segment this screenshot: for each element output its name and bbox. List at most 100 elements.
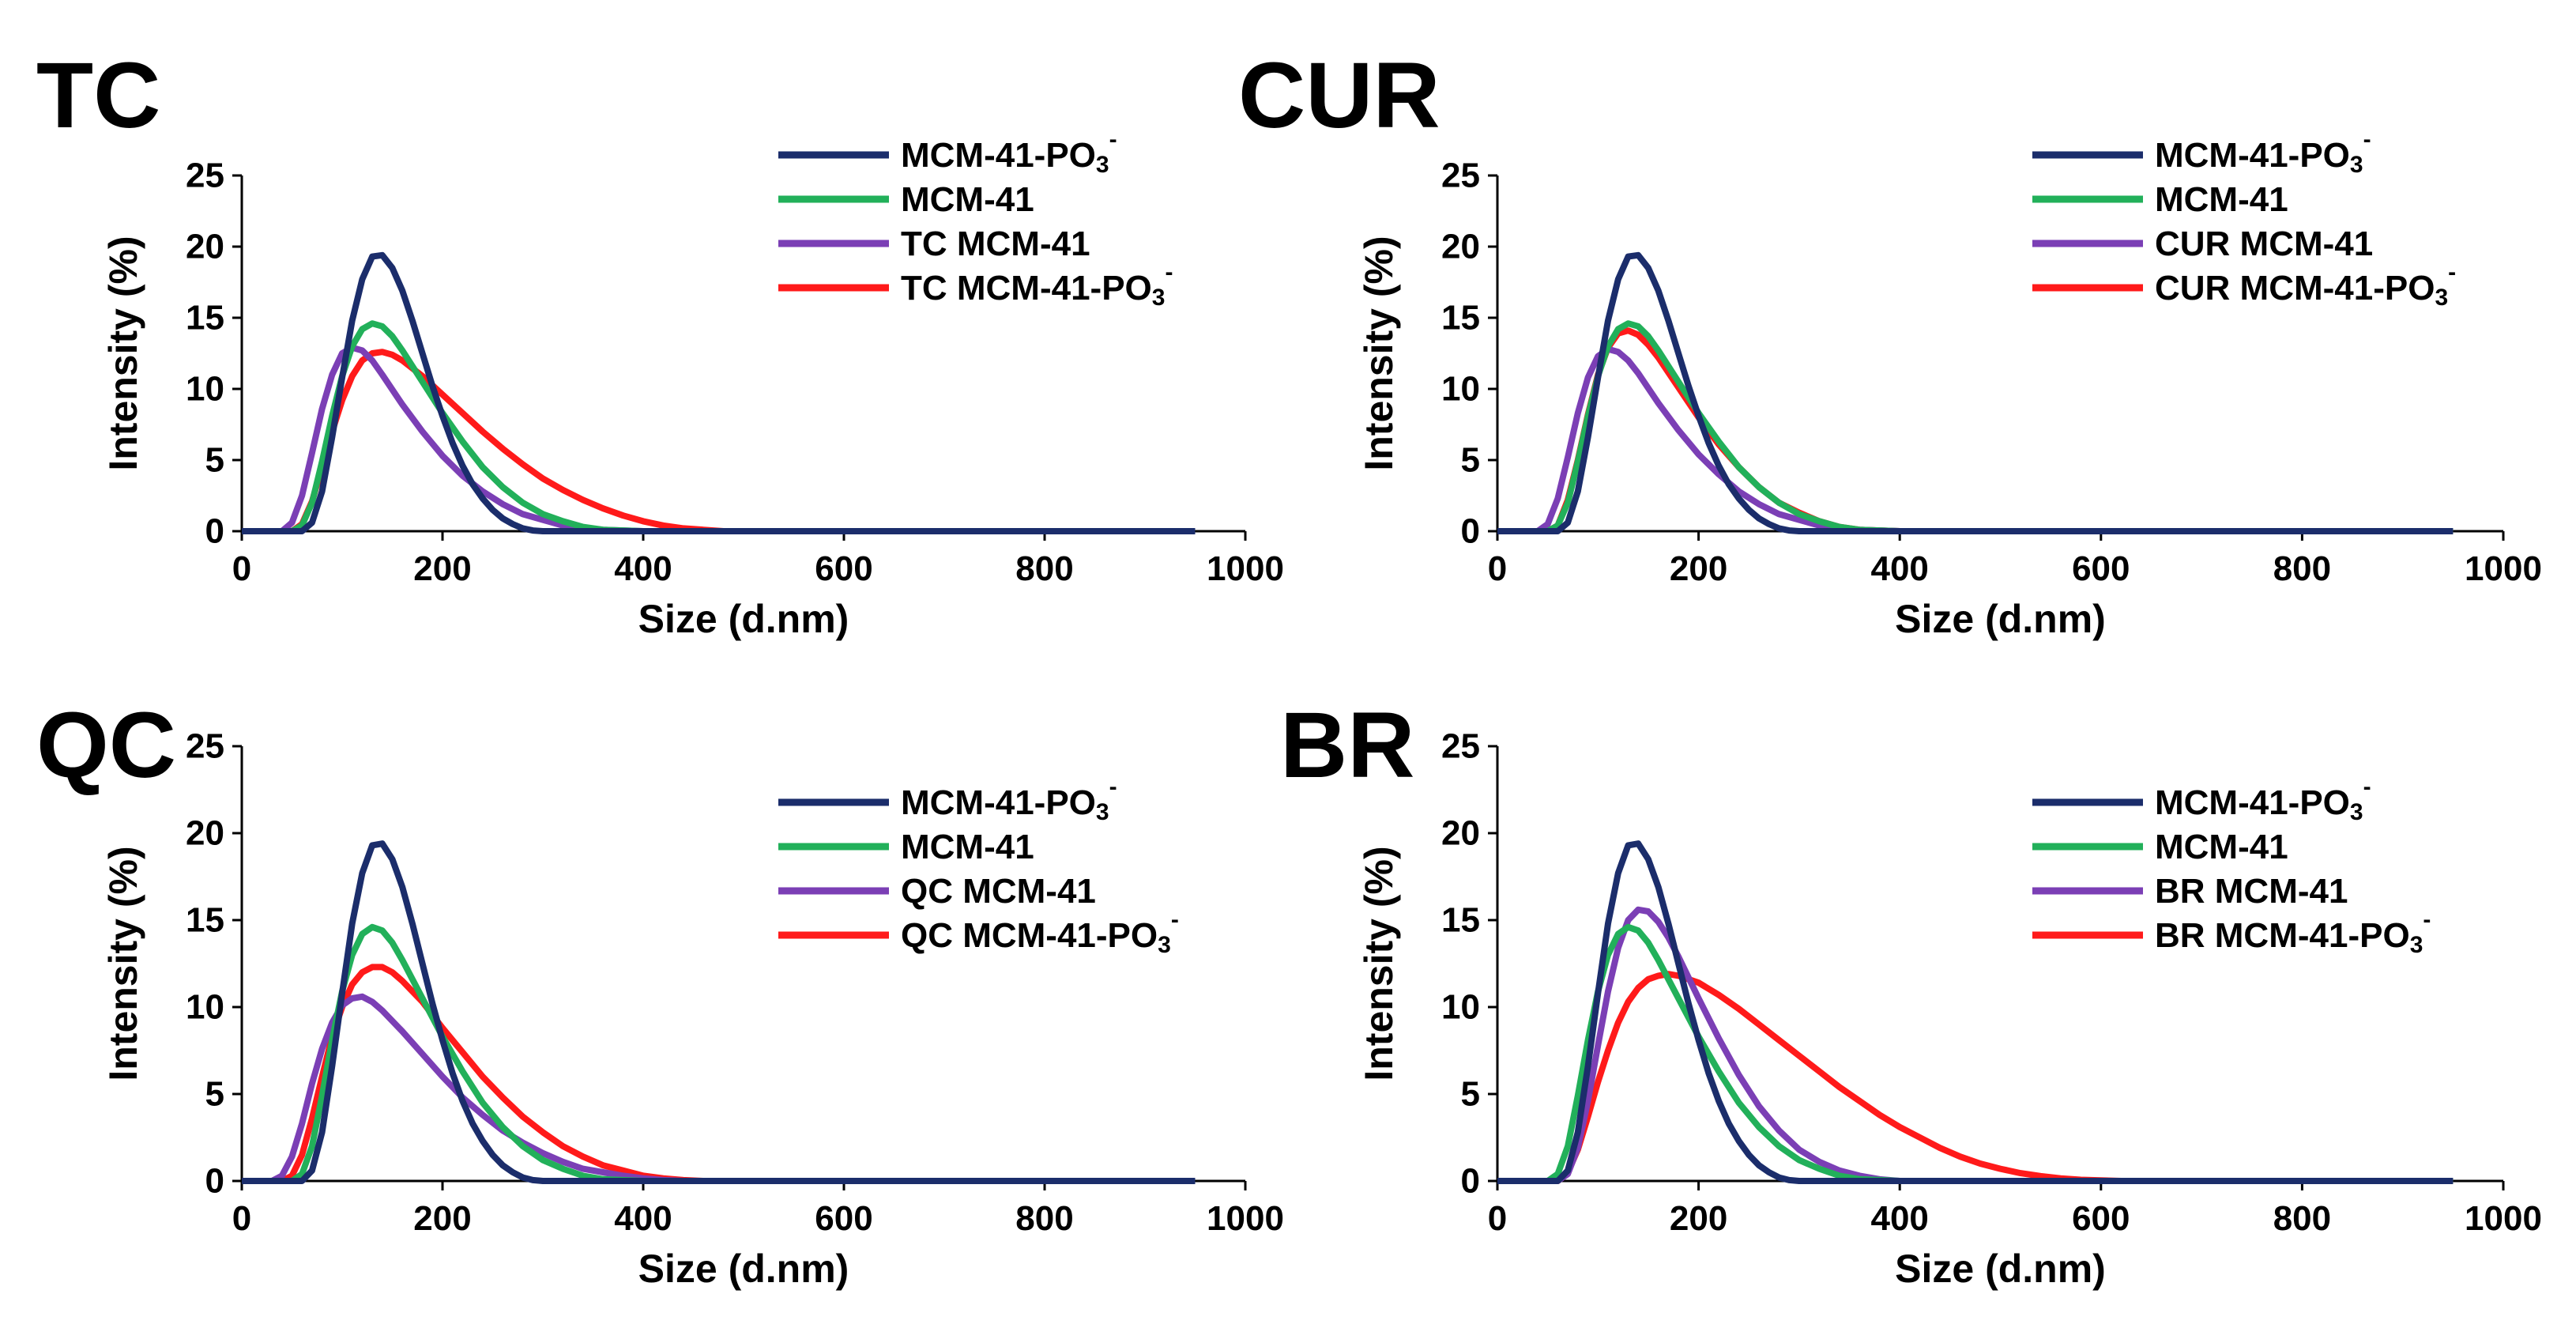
legend-label: CUR MCM-41 [2155,224,2373,263]
legend-name: QC MCM-41 [901,872,1096,911]
x-tick-label: 400 [1870,1199,1928,1238]
x-tick-label: 1000 [1207,1199,1284,1238]
panel-label: BR [1280,693,1414,798]
y-tick-label: 25 [1441,727,1480,766]
series-line-mcm-41-po [242,840,1196,1184]
x-tick-label: 0 [1488,549,1507,588]
x-tick-label: 200 [413,1199,471,1238]
legend-name: CUR MCM-41-PO [2155,269,2435,307]
y-tick-label: 10 [186,370,224,409]
legend-name: MCM-41 [2155,828,2288,866]
chart-panel-qc: QC 0 5 10 15 20 25 0 200 400 600 800 1000 Size (d.nm)… [36,693,1284,1291]
panel-label: QC [36,693,176,798]
y-tick-label: 5 [205,1075,224,1114]
x-tick-label: 600 [815,1199,872,1238]
legend-superscript: - [1109,774,1117,800]
panel-label: CUR [1238,43,1441,148]
x-tick-label: 200 [1670,1199,1727,1238]
x-tick-label: 400 [614,549,672,588]
y-tick-label: 25 [186,157,224,195]
y-tick-label: 5 [205,441,224,480]
x-axis-title: Size (d.nm) [638,1247,849,1291]
x-axis-title: Size (d.nm) [1895,597,2106,641]
x-tick-label: 400 [1870,549,1928,588]
legend-superscript: - [2363,774,2371,800]
x-tick-label: 1000 [2465,549,2542,588]
series-line-cur-mcm-41-po [1497,327,2454,534]
x-tick-label: 0 [232,1199,251,1238]
x-tick-label: 1000 [1207,549,1284,588]
series-line-mcm-41-po [1497,251,2454,534]
y-axis-title: Intensity (%) [1357,236,1401,470]
legend-label: TC MCM-41 [901,224,1090,263]
legend-superscript: - [1109,126,1117,153]
chart-panel-tc: TC 0 5 10 15 20 25 0 200 400 600 800 1000 Size (d.nm)… [36,43,1284,641]
y-tick-label: 5 [1461,1075,1480,1114]
legend-label: MCM-41-PO3- [2155,126,2371,178]
legend-subscript: 3 [1096,152,1109,178]
legend-name: MCM-41 [901,180,1034,219]
x-tick-label: 600 [815,549,872,588]
legend-name: CUR MCM-41 [2155,224,2373,263]
x-tick-label: 800 [1015,549,1073,588]
series-line-mcm-41-po [1497,840,2454,1184]
legend-name: MCM-41-PO [2155,136,2350,175]
x-tick-label: 200 [413,549,471,588]
legend-subscript: 3 [1158,932,1171,958]
legend-label: TC MCM-41-PO3- [901,259,1173,311]
legend-name: MCM-41 [901,828,1034,866]
legend-label: QC MCM-41-PO3- [901,907,1179,958]
legend-subscript: 3 [2350,152,2363,178]
series-line-cur-mcm-41 [1497,345,2454,534]
series-line-mcm-41-po [242,251,1196,534]
legend-label: MCM-41 [901,828,1034,866]
y-axis-title: Intensity (%) [101,846,145,1081]
x-tick-label: 800 [2273,549,2331,588]
legend-superscript: - [1171,907,1179,933]
legend-label: MCM-41-PO3- [2155,774,2371,825]
y-axis-title: Intensity (%) [1357,846,1401,1081]
y-tick-label: 10 [1441,370,1480,409]
y-tick-label: 0 [1461,512,1480,551]
legend-name: MCM-41-PO [2155,783,2350,822]
legend-name: TC MCM-41 [901,224,1090,263]
y-tick-label: 25 [186,727,224,766]
y-tick-label: 20 [1441,814,1480,853]
y-tick-label: 25 [1441,157,1480,195]
y-tick-label: 0 [205,1162,224,1201]
series-line-tc-mcm-41 [242,344,1196,534]
series-line-qc-mcm-41 [242,993,1196,1184]
legend-subscript: 3 [1096,799,1109,825]
x-tick-label: 200 [1670,549,1727,588]
legend-label: MCM-41 [2155,828,2288,866]
legend-label: MCM-41 [2155,180,2288,219]
y-tick-label: 10 [1441,988,1480,1027]
series-line-mcm-41 [1497,923,2454,1184]
y-axis-title: Intensity (%) [101,236,145,470]
y-tick-label: 20 [186,228,224,266]
x-axis-title: Size (d.nm) [1895,1247,2106,1291]
x-tick-label: 600 [2072,549,2130,588]
legend-superscript: - [1165,259,1173,285]
legend-label: BR MCM-41-PO3- [2155,907,2431,958]
legend-name: MCM-41-PO [901,783,1096,822]
y-tick-label: 15 [186,901,224,940]
x-tick-label: 1000 [2465,1199,2542,1238]
legend-name: BR MCM-41-PO [2155,916,2410,955]
legend-label: MCM-41 [901,180,1034,219]
legend-name: BR MCM-41 [2155,872,2348,911]
legend-name: MCM-41-PO [901,136,1096,175]
legend-name: QC MCM-41-PO [901,916,1158,955]
y-tick-label: 0 [205,512,224,551]
y-tick-label: 15 [1441,299,1480,338]
legend-label: BR MCM-41 [2155,872,2348,911]
legend-label: MCM-41-PO3- [901,126,1117,178]
y-tick-label: 0 [1461,1162,1480,1201]
legend-name: MCM-41 [2155,180,2288,219]
legend-superscript: - [2448,259,2456,285]
series-line-br-mcm-41-po [1497,971,2454,1184]
